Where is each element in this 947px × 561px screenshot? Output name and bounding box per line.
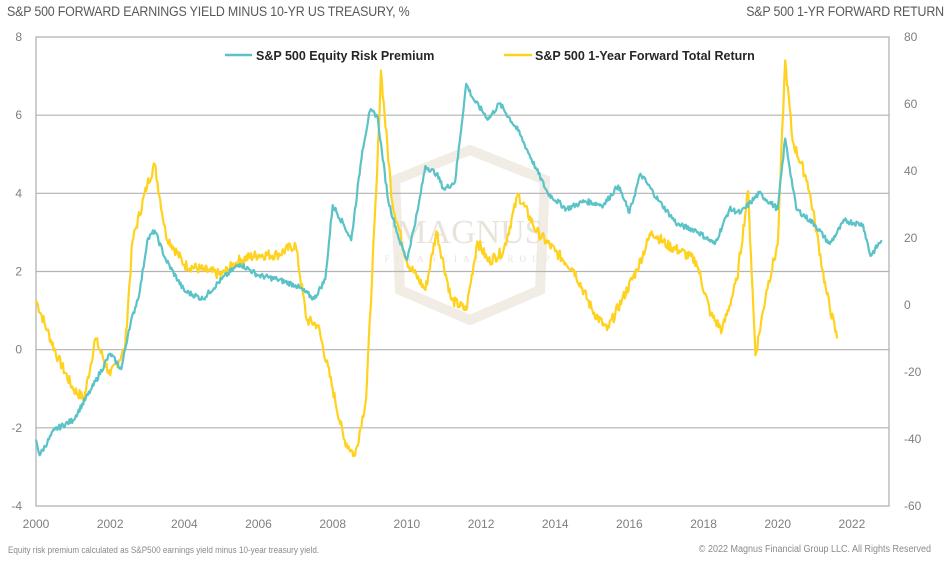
- copyright: © 2022 Magnus Financial Group LLC. All R…: [698, 544, 931, 555]
- y-tick-label: 6: [15, 108, 22, 122]
- watermark-shield-shape: [389, 144, 551, 326]
- left-axis: -4 -2 0 2 4 6 8: [11, 30, 22, 513]
- legend-label-return: S&P 500 1-Year Forward Total Return: [535, 49, 755, 63]
- y-tick-label: 4: [15, 186, 22, 200]
- y-tick-label: 0: [15, 343, 22, 357]
- y-tick-label: -2: [11, 421, 22, 435]
- chart-title-left: S&P 500 FORWARD EARNINGS YIELD MINUS 10-…: [7, 4, 410, 19]
- x-tick-label: 2022: [839, 517, 866, 531]
- chart-title-right: S&P 500 1-YR FORWARD RETURN: [746, 4, 944, 19]
- x-tick-label: 2014: [542, 517, 569, 531]
- y2-tick-label: 20: [904, 231, 918, 245]
- series-line-forward-return: [34, 59, 839, 458]
- y2-tick-label: -40: [904, 432, 922, 446]
- x-tick-label: 2002: [97, 517, 124, 531]
- y2-tick-label: 80: [904, 30, 918, 44]
- y-tick-label: -4: [11, 499, 22, 513]
- x-tick-label: 2000: [23, 517, 50, 531]
- plot-border: [35, 36, 890, 507]
- y2-tick-label: 0: [904, 298, 911, 312]
- legend: S&P 500 Equity Risk Premium S&P 500 1-Ye…: [225, 49, 755, 63]
- series-line-equity-risk-premium: [34, 82, 883, 457]
- y2-tick-label: -20: [904, 365, 922, 379]
- x-tick-label: 2004: [171, 517, 198, 531]
- y-tick-label: 2: [15, 265, 22, 279]
- y2-tick-label: -60: [904, 499, 922, 513]
- footnote: Equity risk premium calculated as S&P500…: [8, 545, 320, 555]
- watermark-text: MAGNUS: [396, 214, 543, 251]
- y2-tick-label: 40: [904, 164, 918, 178]
- x-tick-label: 2020: [764, 517, 791, 531]
- x-tick-label: 2012: [468, 517, 495, 531]
- gridlines: [36, 114, 889, 429]
- x-tick-label: 2018: [690, 517, 717, 531]
- legend-label-erp: S&P 500 Equity Risk Premium: [256, 49, 434, 63]
- x-tick-label: 2016: [616, 517, 643, 531]
- y-tick-label: 8: [15, 30, 22, 44]
- x-tick-label: 2010: [394, 517, 421, 531]
- x-axis: 2000 2002 2004 2006 2008 2010 2012 2014 2016 2018…: [23, 517, 866, 531]
- watermark-subtext: FINANCIAL GROUP: [385, 254, 556, 264]
- right-axis: -60 -40 -20 0 20 40 60 80: [904, 30, 922, 513]
- x-tick-label: 2008: [319, 517, 346, 531]
- x-tick-label: 2006: [245, 517, 272, 531]
- watermark-logo: MAGNUS FINANCIAL GROUP: [385, 144, 556, 326]
- y2-tick-label: 60: [904, 97, 918, 111]
- series-lines: [34, 59, 883, 458]
